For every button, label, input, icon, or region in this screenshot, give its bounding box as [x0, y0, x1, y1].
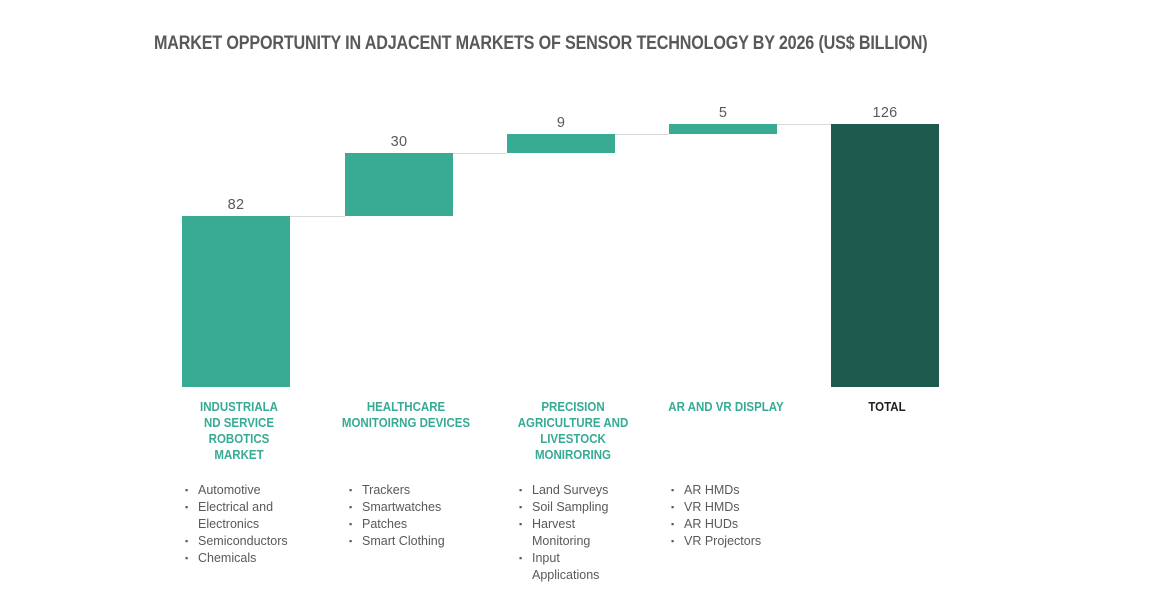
- bullet-icon: ▪: [185, 485, 189, 495]
- list-item: ▪ Smartwatches: [349, 499, 457, 516]
- bullet-icon: ▪: [349, 502, 353, 512]
- bullet-icon: ▪: [185, 536, 189, 546]
- list-item: ▪ Electrical and Electronics: [185, 499, 293, 533]
- list-item-text: Input Applications: [532, 551, 600, 582]
- bar-value-label: 5: [718, 105, 728, 121]
- list-item-text: Chemicals: [198, 551, 257, 565]
- list-item-text: Soil Sampling: [532, 500, 609, 514]
- list-item: ▪ Smart Clothing: [349, 533, 457, 550]
- category-label-line: PRECISION: [541, 400, 605, 414]
- category-label-line: LIVESTOCK: [540, 432, 606, 446]
- sub-item-list: ▪ Land Surveys ▪ Soil Sampling ▪ Harvest Moni…: [519, 482, 627, 584]
- bullet-icon: ▪: [185, 553, 189, 563]
- list-item-text: Smart Clothing: [362, 534, 445, 548]
- list-item: ▪ VR HMDs: [671, 499, 779, 516]
- list-item-text: Semiconductors: [198, 534, 288, 548]
- list-item-text: VR Projectors: [684, 534, 762, 548]
- bullet-icon: ▪: [671, 485, 675, 495]
- list-item-text: Patches: [362, 517, 408, 531]
- list-item-text: AR HMDs: [684, 483, 740, 497]
- sub-item-list: ▪ AR HMDs ▪ VR HMDs ▪ AR HUDs ▪ VR Projectors: [671, 482, 779, 550]
- list-item-text: VR HMDs: [684, 500, 740, 514]
- category-label-line: INDUSTRIALA: [200, 400, 278, 414]
- list-item-text: Trackers: [362, 483, 411, 497]
- list-item: ▪ Chemicals: [185, 550, 293, 567]
- category-label: PRECISION AGRICULTURE AND LIVESTOCK MONIROR…: [488, 399, 658, 463]
- category-label: AR AND VR DISPLAY: [641, 399, 811, 415]
- bar-value-label: 82: [227, 196, 245, 213]
- list-item: ▪ Harvest Monitoring: [519, 516, 627, 550]
- bullet-icon: ▪: [519, 485, 523, 495]
- bullet-icon: ▪: [519, 502, 523, 512]
- sub-item-list: ▪ Automotive ▪ Electrical and Electronics ▪ S…: [185, 482, 293, 567]
- list-item: ▪ AR HMDs: [671, 482, 779, 499]
- list-item-text: Smartwatches: [362, 500, 442, 514]
- connector-line: [290, 215, 345, 217]
- bullet-icon: ▪: [349, 519, 353, 529]
- list-item: ▪ AR HUDs: [671, 516, 779, 533]
- bar-value-label: 126: [872, 105, 898, 121]
- category-label-line: MONITOIRNG DEVICES: [341, 416, 471, 430]
- waterfall-bar: [669, 124, 777, 135]
- bullet-icon: ▪: [349, 536, 353, 546]
- list-item: ▪ Soil Sampling: [519, 499, 627, 516]
- total-bar: [831, 124, 939, 387]
- category-label-line: MARKET: [214, 448, 264, 462]
- category-label-line: MONIRORING: [534, 448, 612, 462]
- category-label-line: AGRICULTURE AND: [517, 416, 629, 430]
- chart-title: MARKET OPPORTUNITY IN ADJACENT MARKETS O…: [154, 33, 928, 54]
- category-label-line: TOTAL: [868, 400, 906, 414]
- bullet-icon: ▪: [671, 536, 675, 546]
- list-item: ▪ Trackers: [349, 482, 457, 499]
- category-label-total: TOTAL: [802, 399, 972, 415]
- list-item-text: Land Surveys: [532, 483, 609, 497]
- bar-value-label: 9: [556, 115, 566, 132]
- bullet-icon: ▪: [349, 485, 353, 495]
- bullet-icon: ▪: [185, 502, 189, 512]
- list-item: ▪ Land Surveys: [519, 482, 627, 499]
- bullet-icon: ▪: [671, 502, 675, 512]
- list-item-text: AR HUDs: [684, 517, 739, 531]
- category-label-line: ND SERVICE: [203, 416, 275, 430]
- list-item-text: Electrical and Electronics: [198, 500, 274, 531]
- category-label: INDUSTRIALA ND SERVICE ROBOTICS MARKET: [154, 399, 324, 463]
- category-label-line: AR AND VR DISPLAY: [668, 400, 784, 414]
- category-label: HEALTHCARE MONITOIRNG DEVICES: [321, 399, 491, 431]
- connector-line: [615, 134, 669, 136]
- connector-line: [777, 124, 831, 125]
- connector-line: [453, 153, 507, 155]
- waterfall-bar: [182, 215, 290, 387]
- bullet-icon: ▪: [519, 553, 523, 563]
- waterfall-bar: [345, 153, 453, 216]
- list-item: ▪ Semiconductors: [185, 533, 293, 550]
- list-item: ▪ Input Applications: [519, 550, 627, 584]
- list-item: ▪ Automotive: [185, 482, 293, 499]
- list-item: ▪ Patches: [349, 516, 457, 533]
- bullet-icon: ▪: [671, 519, 675, 529]
- bullet-icon: ▪: [519, 519, 523, 529]
- list-item-text: Harvest Monitoring: [532, 517, 591, 548]
- list-item-text: Automotive: [198, 483, 261, 497]
- waterfall-bar: [507, 134, 615, 154]
- list-item: ▪ VR Projectors: [671, 533, 779, 550]
- category-label-line: ROBOTICS: [208, 432, 270, 446]
- category-label-line: HEALTHCARE: [366, 400, 446, 414]
- bar-value-label: 30: [390, 134, 408, 151]
- sub-item-list: ▪ Trackers ▪ Smartwatches ▪ Patches ▪ Smart Clo…: [349, 482, 457, 550]
